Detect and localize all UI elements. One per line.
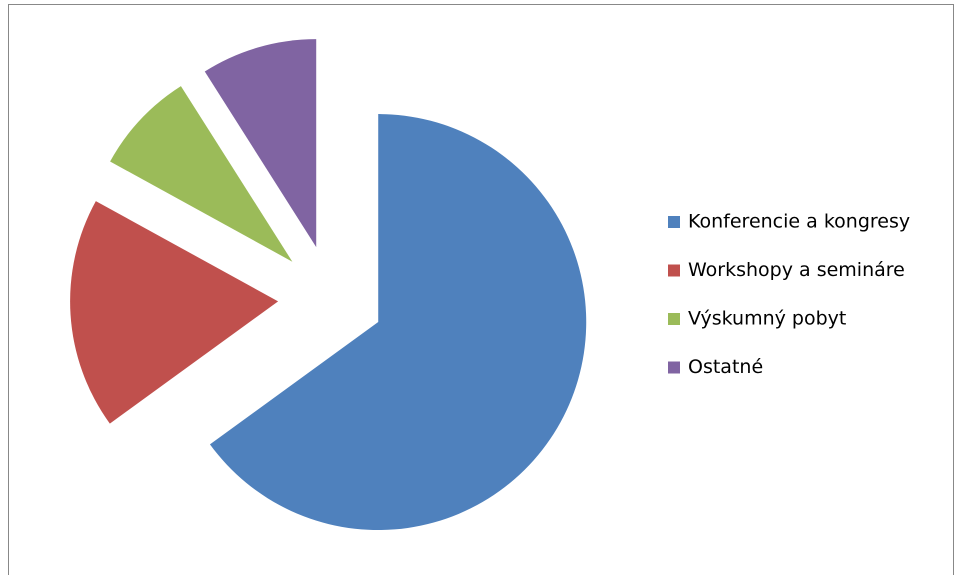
- legend-label: Výskumný pobyt: [688, 308, 846, 330]
- legend-swatch: [668, 264, 680, 277]
- legend-swatch: [668, 216, 680, 228]
- pie-slice: [204, 39, 317, 248]
- legend-label: Ostatné: [688, 356, 763, 378]
- pie-slice: [209, 114, 587, 531]
- pie-slice: [110, 86, 293, 262]
- legend-label: Workshopy a semináre: [688, 259, 905, 281]
- legend-swatch: [668, 361, 680, 374]
- pie-slice: [70, 201, 279, 424]
- legend-label: Konferencie a kongresy: [688, 211, 910, 233]
- legend-swatch: [668, 313, 680, 325]
